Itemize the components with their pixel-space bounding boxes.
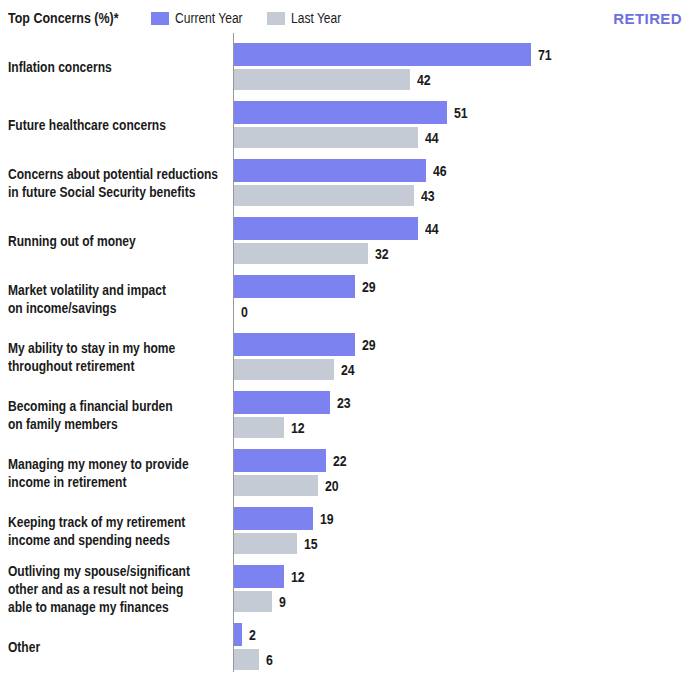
bar-group-last-year: 43 xyxy=(234,185,437,206)
bar-current-year xyxy=(234,623,242,646)
value-label: 0 xyxy=(241,304,248,320)
value-label: 71 xyxy=(538,47,552,63)
value-label: 43 xyxy=(421,188,435,204)
bar-current-year xyxy=(234,159,426,182)
value-label: 44 xyxy=(425,130,439,146)
category-label: Keeping track of my retirementincome and… xyxy=(8,507,234,554)
bar-group-current-year: 2 xyxy=(234,623,257,646)
bar-last-year xyxy=(234,475,318,496)
value-label: 20 xyxy=(325,478,339,494)
category-label: My ability to stay in my homethroughout … xyxy=(8,333,234,380)
bar-group-current-year: 22 xyxy=(234,449,349,472)
bar-group-current-year: 46 xyxy=(234,159,449,182)
bar-current-year xyxy=(234,101,447,124)
bar-group-current-year: 23 xyxy=(234,391,353,414)
category-label: Managing my money to provideincome in re… xyxy=(8,449,234,496)
value-label: 51 xyxy=(454,105,468,121)
bar-group-last-year: 15 xyxy=(234,533,320,554)
value-label: 23 xyxy=(337,395,351,411)
bar-group-last-year: 0 xyxy=(234,301,249,322)
chart-row: Future healthcare concerns 51 44 xyxy=(0,101,690,148)
bar-current-year xyxy=(234,333,355,356)
value-label: 6 xyxy=(266,652,273,668)
value-label: 29 xyxy=(362,337,376,353)
bar-group-current-year: 51 xyxy=(234,101,470,124)
value-label: 2 xyxy=(249,627,256,643)
bar-group-current-year: 19 xyxy=(234,507,336,530)
category-label: Other xyxy=(8,623,234,670)
chart-row: Running out of money 44 32 xyxy=(0,217,690,264)
bar-group-current-year: 44 xyxy=(234,217,441,240)
bar-group-last-year: 44 xyxy=(234,127,441,148)
chart-row: Market volatility and impacton income/sa… xyxy=(0,275,690,322)
category-label: Inflation concerns xyxy=(8,43,234,90)
bar-group-current-year: 29 xyxy=(234,275,378,298)
bar-current-year xyxy=(234,275,355,298)
bar-last-year xyxy=(234,69,410,90)
bar-last-year xyxy=(234,533,297,554)
value-label: 9 xyxy=(279,594,286,610)
bar-group-last-year: 12 xyxy=(234,417,307,438)
bar-current-year xyxy=(234,449,326,472)
value-label: 15 xyxy=(304,536,318,552)
bar-current-year xyxy=(234,507,313,530)
category-label: Outliving my spouse/significantother and… xyxy=(8,565,234,612)
bar-last-year xyxy=(234,359,334,380)
value-label: 32 xyxy=(375,246,389,262)
bar-group-last-year: 24 xyxy=(234,359,357,380)
value-label: 44 xyxy=(425,221,439,237)
chart-row: Becoming a financial burdenon family mem… xyxy=(0,391,690,438)
bar-current-year xyxy=(234,217,418,240)
chart-row: Outliving my spouse/significantother and… xyxy=(0,565,690,612)
bar-group-last-year: 20 xyxy=(234,475,341,496)
chart-row: Inflation concerns 71 42 xyxy=(0,43,690,90)
bar-last-year xyxy=(234,127,418,148)
bar-current-year xyxy=(234,391,330,414)
chart-row: Concerns about potential reductionsin fu… xyxy=(0,159,690,206)
chart-row: Other 26 xyxy=(0,623,690,670)
bar-last-year xyxy=(234,649,259,670)
bar-current-year xyxy=(234,565,284,588)
value-label: 22 xyxy=(333,453,347,469)
value-label: 12 xyxy=(291,420,305,436)
value-label: 19 xyxy=(320,511,334,527)
bar-chart: Inflation concerns 71 42 Future healthcare … xyxy=(0,0,690,680)
category-label: Market volatility and impacton income/sa… xyxy=(8,275,234,322)
bar-group-last-year: 32 xyxy=(234,243,391,264)
bar-current-year xyxy=(234,43,531,66)
bar-last-year xyxy=(234,243,368,264)
category-label: Running out of money xyxy=(8,217,234,264)
bar-group-current-year: 12 xyxy=(234,565,307,588)
bar-last-year xyxy=(234,185,414,206)
bar-last-year xyxy=(234,417,284,438)
bar-group-last-year: 6 xyxy=(234,649,274,670)
category-label: Future healthcare concerns xyxy=(8,101,234,148)
bar-group-last-year: 9 xyxy=(234,591,287,612)
bar-group-current-year: 71 xyxy=(234,43,554,66)
value-label: 46 xyxy=(433,163,447,179)
chart-row: Managing my money to provideincome in re… xyxy=(0,449,690,496)
chart-row: My ability to stay in my homethroughout … xyxy=(0,333,690,380)
report-page: Top Concerns (%)* Current Year Last Year… xyxy=(0,0,690,680)
value-label: 29 xyxy=(362,279,376,295)
category-label: Becoming a financial burdenon family mem… xyxy=(8,391,234,438)
category-label: Concerns about potential reductionsin fu… xyxy=(8,159,234,206)
bar-group-current-year: 29 xyxy=(234,333,378,356)
value-label: 24 xyxy=(341,362,355,378)
bar-group-last-year: 42 xyxy=(234,69,433,90)
value-label: 12 xyxy=(291,569,305,585)
chart-row: Keeping track of my retirementincome and… xyxy=(0,507,690,554)
value-label: 42 xyxy=(417,72,431,88)
bar-last-year xyxy=(234,591,272,612)
